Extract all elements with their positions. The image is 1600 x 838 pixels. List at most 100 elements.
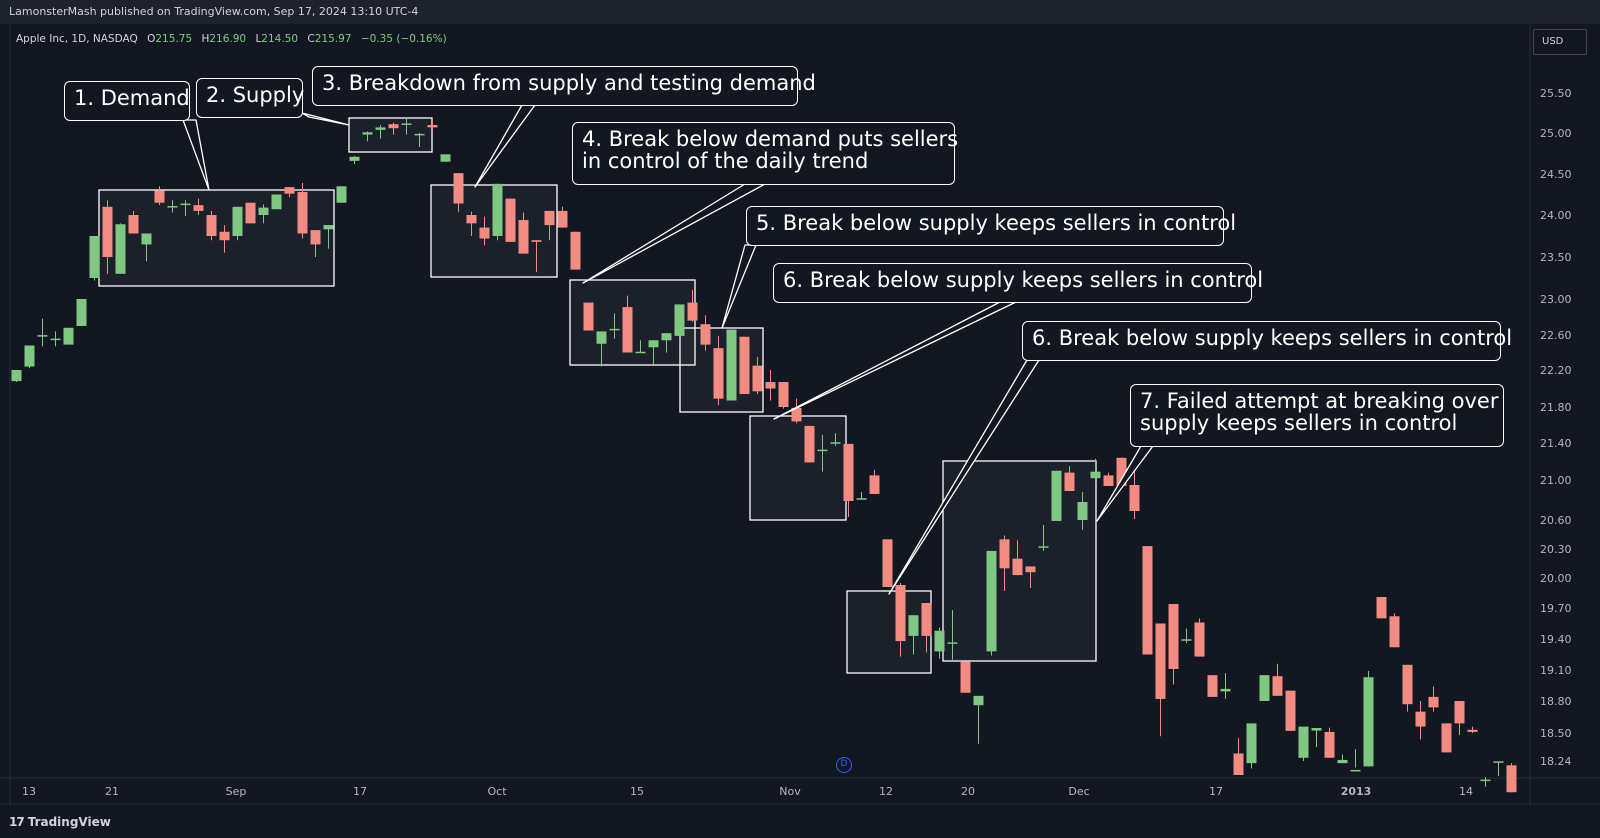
tradingview-logo[interactable]: 17 TradingView xyxy=(9,815,111,829)
candle-body xyxy=(726,329,737,401)
candle xyxy=(1051,470,1062,521)
annotation-7-line-2: supply keeps sellers in control xyxy=(1140,411,1458,435)
candle xyxy=(1311,727,1322,747)
candle xyxy=(1090,458,1101,479)
candle-body xyxy=(1415,711,1426,727)
y-tick-label: 22.60 xyxy=(1540,329,1572,342)
candle xyxy=(531,240,542,273)
candle xyxy=(687,289,698,322)
candle xyxy=(1350,749,1361,772)
candle xyxy=(102,200,113,274)
candle-body xyxy=(1493,761,1504,763)
candle xyxy=(167,200,178,213)
candle xyxy=(1077,492,1088,530)
candle xyxy=(505,198,516,242)
y-tick-label: 20.30 xyxy=(1540,543,1572,556)
candle-body xyxy=(89,236,100,278)
candle xyxy=(622,295,633,353)
candle-body xyxy=(1051,470,1062,521)
tradingview-brand: TradingView xyxy=(27,815,111,829)
candle xyxy=(336,186,347,203)
candle xyxy=(1207,675,1218,697)
candle xyxy=(999,535,1010,591)
candle xyxy=(869,469,880,494)
candle-body xyxy=(817,449,828,452)
candle-body xyxy=(492,183,503,236)
x-tick-label: 13 xyxy=(22,785,36,798)
candle xyxy=(1363,671,1374,767)
candle xyxy=(37,318,48,347)
candle-body xyxy=(349,156,360,161)
candle xyxy=(1181,628,1192,644)
candle-body xyxy=(999,539,1010,569)
y-tick-label: 22.20 xyxy=(1540,364,1572,377)
annotation-4-line-1: 4. Break below demand puts sellers xyxy=(582,127,959,151)
candle-body xyxy=(401,123,412,125)
candle-body xyxy=(583,302,594,331)
x-tick-label: 15 xyxy=(630,785,644,798)
annotation-6b-break-supply: 6. Break below supply keeps sellers in c… xyxy=(1022,321,1512,361)
currency-selector[interactable]: USD xyxy=(1533,29,1587,55)
candle xyxy=(63,327,74,345)
candle xyxy=(1467,726,1478,733)
candle xyxy=(245,202,256,224)
candle-body xyxy=(973,695,984,706)
candle xyxy=(934,627,945,659)
candle xyxy=(349,155,360,165)
candle-body xyxy=(869,475,880,494)
candle-body xyxy=(713,348,724,399)
candle-body xyxy=(1389,616,1400,648)
candle xyxy=(1246,723,1257,769)
candle-body xyxy=(921,603,932,636)
candle-body xyxy=(739,336,750,395)
candle-body xyxy=(1129,485,1140,511)
dividend-event-marker[interactable]: D xyxy=(836,757,852,773)
candle xyxy=(960,661,971,693)
candle xyxy=(1506,763,1517,793)
candle-body xyxy=(1259,675,1270,701)
candle xyxy=(440,154,451,162)
annotation-5-break-supply: 5. Break below supply keeps sellers in c… xyxy=(746,206,1237,246)
candle-body xyxy=(1285,690,1296,731)
candle-body xyxy=(1090,471,1101,479)
candle-body xyxy=(375,127,386,130)
candle-body xyxy=(1168,604,1179,669)
leader-5 xyxy=(721,244,757,329)
annotation-3-breakdown: 3. Breakdown from supply and testing dem… xyxy=(312,66,816,106)
axes: 25.50 25.00 24.50 24.00 23.50 23.00 22.60 22.20… xyxy=(0,24,1600,805)
y-tick-label: 18.24 xyxy=(1540,755,1572,768)
candle-body xyxy=(986,550,997,652)
annotation-5-line: 5. Break below supply keeps sellers in c… xyxy=(756,211,1237,235)
candle-body xyxy=(323,225,334,230)
y-tick-label: 20.60 xyxy=(1540,514,1572,527)
candle-body xyxy=(1194,622,1205,657)
x-tick-label: Dec xyxy=(1068,785,1089,798)
candle xyxy=(1298,726,1309,761)
annotation-7-failed-attempt: 7. Failed attempt at breaking over suppl… xyxy=(1130,384,1504,447)
annotation-2-supply: 2. Supply xyxy=(196,78,304,118)
x-tick-label: Nov xyxy=(779,785,801,798)
candle-body xyxy=(622,307,633,353)
candle-body xyxy=(24,345,35,367)
candle-body xyxy=(1311,727,1322,731)
candle xyxy=(557,206,568,228)
candle xyxy=(700,315,711,351)
candle xyxy=(1103,472,1114,486)
candle xyxy=(921,603,932,653)
annotation-6-break-supply: 6. Break below supply keeps sellers in c… xyxy=(773,263,1263,303)
candle xyxy=(544,210,555,241)
x-tick-label: 12 xyxy=(879,785,893,798)
candle-body xyxy=(11,370,22,382)
candle xyxy=(1220,673,1231,699)
candle xyxy=(1415,701,1426,740)
candle xyxy=(258,204,269,224)
candle-body xyxy=(1376,597,1387,619)
candle xyxy=(1142,546,1153,655)
candle-body xyxy=(648,340,659,348)
leader-1 xyxy=(182,119,210,191)
zone-box xyxy=(348,117,433,153)
y-tick-label: 19.70 xyxy=(1540,602,1572,615)
zone-box xyxy=(98,189,335,287)
candle-body xyxy=(1467,729,1478,732)
